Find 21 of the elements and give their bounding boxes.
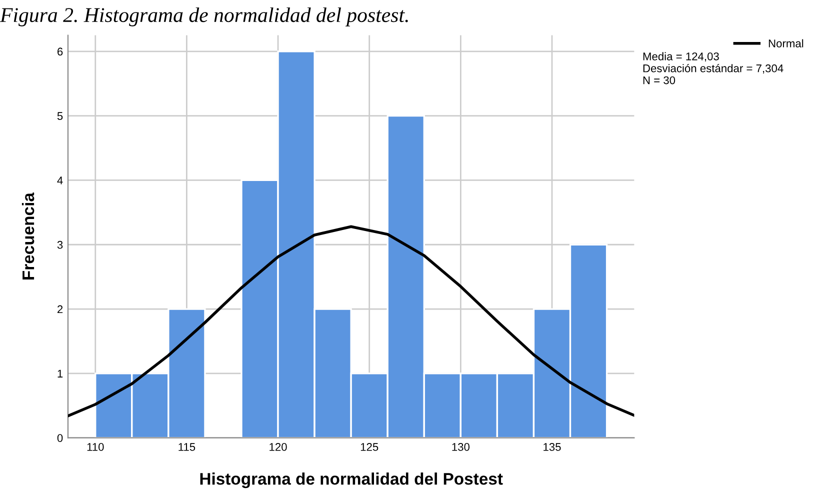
- x-tick-label: 130: [452, 443, 470, 451]
- chart-title: Figura 2. Histograma de normalidad del postest.: [0, 7, 408, 26]
- x-tick-label: 115: [178, 443, 196, 451]
- x-tick-label: 110: [87, 443, 104, 451]
- text: Desviación estándar = 7,304: [643, 64, 784, 74]
- text: N = 30: [643, 76, 676, 84]
- y-tick-label: 2: [57, 305, 63, 314]
- x-tick-label: 120: [270, 443, 287, 451]
- line-series: [68, 225, 634, 418]
- y-tick-label: 4: [57, 176, 63, 184]
- y-tick-label: 0: [57, 434, 63, 442]
- y-tick-label: 1: [58, 370, 63, 378]
- legend-label: Normal: [768, 39, 804, 48]
- y-tick-label: 6: [58, 48, 63, 56]
- y-tick-label: 5: [57, 112, 63, 120]
- x-axis-title: Histograma de normalidad del Postest: [200, 472, 503, 488]
- y-axis-title: Frecuencia: [22, 192, 34, 280]
- x-tick-label: 125: [360, 443, 378, 451]
- x-tick-label: 135: [544, 443, 561, 451]
- y-tick-label: 3: [57, 240, 63, 249]
- text: Media = 124,03: [643, 52, 719, 62]
